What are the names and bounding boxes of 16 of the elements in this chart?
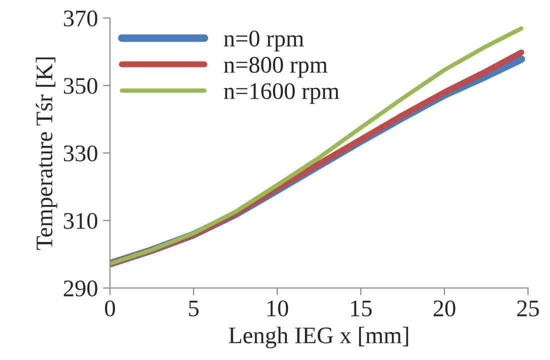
- y-tick-label: 350: [64, 78, 98, 94]
- y-tick-label: 330: [64, 145, 98, 162]
- x-tick-label: 15: [351, 300, 372, 316]
- x-tick-label: 20: [434, 300, 456, 316]
- y-tick-label: 290: [64, 280, 98, 296]
- y-tick-label: 370: [64, 10, 98, 26]
- x-tick-label: 5: [189, 300, 199, 316]
- x-tick-label: 0: [104, 300, 116, 316]
- x-tick-label: 25: [517, 300, 539, 316]
- x-tick-label: 10: [267, 300, 288, 316]
- legend-label: n=0 rpm: [224, 30, 304, 52]
- x-axis-title: Lengh IEG x [mm]: [228, 326, 408, 348]
- y-tick-label: 310: [64, 212, 98, 229]
- legend-label: n=1600 rpm: [224, 83, 340, 104]
- y-axis-title: Temperature Tśr [K]: [36, 57, 58, 250]
- legend-label: n=800 rpm: [224, 56, 328, 78]
